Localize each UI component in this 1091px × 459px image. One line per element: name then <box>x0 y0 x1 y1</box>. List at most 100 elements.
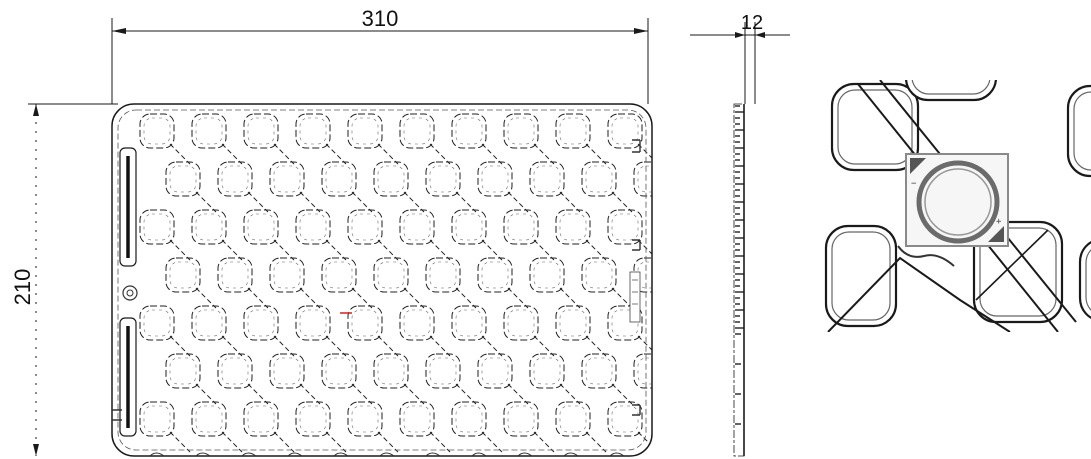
lattice-cell <box>451 305 503 357</box>
lattice-cell <box>555 209 607 261</box>
lattice-cell <box>607 113 652 165</box>
lattice-cell <box>139 113 191 165</box>
bottom-notches <box>149 452 625 457</box>
lattice-cell <box>581 257 633 309</box>
notch <box>609 452 625 457</box>
lattice-cell <box>399 401 451 453</box>
notch <box>471 452 487 457</box>
lattice-cell <box>373 161 425 213</box>
lattice-cell <box>503 305 555 357</box>
lattice-cell <box>425 353 477 405</box>
lattice-cell <box>529 353 581 405</box>
lattice-pattern <box>139 113 652 453</box>
detail-cell <box>1066 84 1091 178</box>
lattice-cell <box>503 113 555 165</box>
lattice-cell <box>503 401 555 453</box>
lattice-cell <box>191 401 243 453</box>
notch <box>149 452 165 457</box>
bracket-mark-4 <box>112 409 122 421</box>
lattice-cell <box>191 113 243 165</box>
notch <box>425 452 441 457</box>
lattice-cell <box>633 353 652 389</box>
thickness-label: 12 <box>741 12 763 34</box>
lattice-cell <box>269 353 321 405</box>
stamp-mark <box>629 271 641 323</box>
lattice-cell <box>295 113 347 165</box>
lattice-cell <box>399 113 451 165</box>
arrow-right-icon <box>634 28 648 34</box>
lattice-cell <box>243 209 295 261</box>
gear-emblem-icon <box>122 285 138 301</box>
thickness-dimension: 12 <box>690 12 790 104</box>
side-view <box>733 103 745 457</box>
lattice-cell <box>295 401 347 453</box>
lattice-cell <box>295 209 347 261</box>
lattice-cell <box>451 209 503 261</box>
lattice-cell <box>607 401 652 453</box>
lattice-cell <box>217 161 269 213</box>
side-view-ticks <box>735 105 744 425</box>
lattice-cell <box>347 401 399 453</box>
lattice-cell <box>191 305 243 357</box>
lattice-cell <box>607 209 652 261</box>
detail-cell <box>1078 241 1091 319</box>
lattice-cell <box>139 401 191 453</box>
lattice-cell <box>477 353 529 405</box>
lattice-cell <box>633 161 652 197</box>
lattice-cell <box>321 161 373 213</box>
bracket-mark-1 <box>632 139 641 153</box>
lattice-cell <box>243 113 295 165</box>
plate-inner-outline <box>117 109 647 451</box>
lattice-cell <box>451 401 503 453</box>
lattice-cell <box>477 257 529 309</box>
bracket-mark-3 <box>632 404 641 416</box>
lattice-cell <box>165 257 217 309</box>
width-dimension: 310 <box>111 6 649 104</box>
lattice-cell <box>425 161 477 213</box>
notch <box>517 452 533 457</box>
lattice-cell <box>555 401 607 453</box>
lattice-cell <box>555 305 607 357</box>
lattice-cell <box>139 305 191 357</box>
lattice-cell <box>243 401 295 453</box>
corner-triangle-top-left-icon <box>910 158 926 174</box>
lattice-cell <box>191 209 243 261</box>
arrow-left-icon <box>112 28 126 34</box>
lattice-cell <box>633 257 652 293</box>
lattice-cell <box>139 209 191 261</box>
lattice-cell <box>503 209 555 261</box>
detail-curve <box>897 245 955 267</box>
lattice-cell <box>529 161 581 213</box>
lattice-cell <box>347 305 399 357</box>
lattice-cell <box>269 257 321 309</box>
lattice-cell <box>295 305 347 357</box>
detail-bottom-edge <box>827 256 1011 332</box>
plate-outline <box>111 103 653 457</box>
notch <box>379 452 395 457</box>
detail-circle-outer <box>916 160 1000 244</box>
notch <box>195 452 211 457</box>
lattice-cell <box>165 353 217 405</box>
arrow-up-icon <box>33 104 39 116</box>
notch <box>241 452 257 457</box>
lattice-cell <box>373 257 425 309</box>
detail-diagonal-3 <box>975 229 1049 301</box>
lattice-cell <box>243 305 295 357</box>
lattice-cell <box>399 209 451 261</box>
width-label: 310 <box>362 6 399 31</box>
lattice-cell <box>217 257 269 309</box>
detail-cell <box>904 80 998 102</box>
lattice-cell <box>321 353 373 405</box>
lattice-cell <box>555 113 607 165</box>
notch <box>333 452 349 457</box>
lattice-cell <box>217 353 269 405</box>
minus-mark-icon: − <box>911 179 917 189</box>
arrow-in-right-icon <box>755 32 765 38</box>
arrow-in-left-icon <box>735 32 745 38</box>
lattice-cell <box>399 305 451 357</box>
notch <box>287 452 303 457</box>
height-dimension: 210 <box>10 103 118 456</box>
plus-mark-icon: + <box>996 217 1002 227</box>
